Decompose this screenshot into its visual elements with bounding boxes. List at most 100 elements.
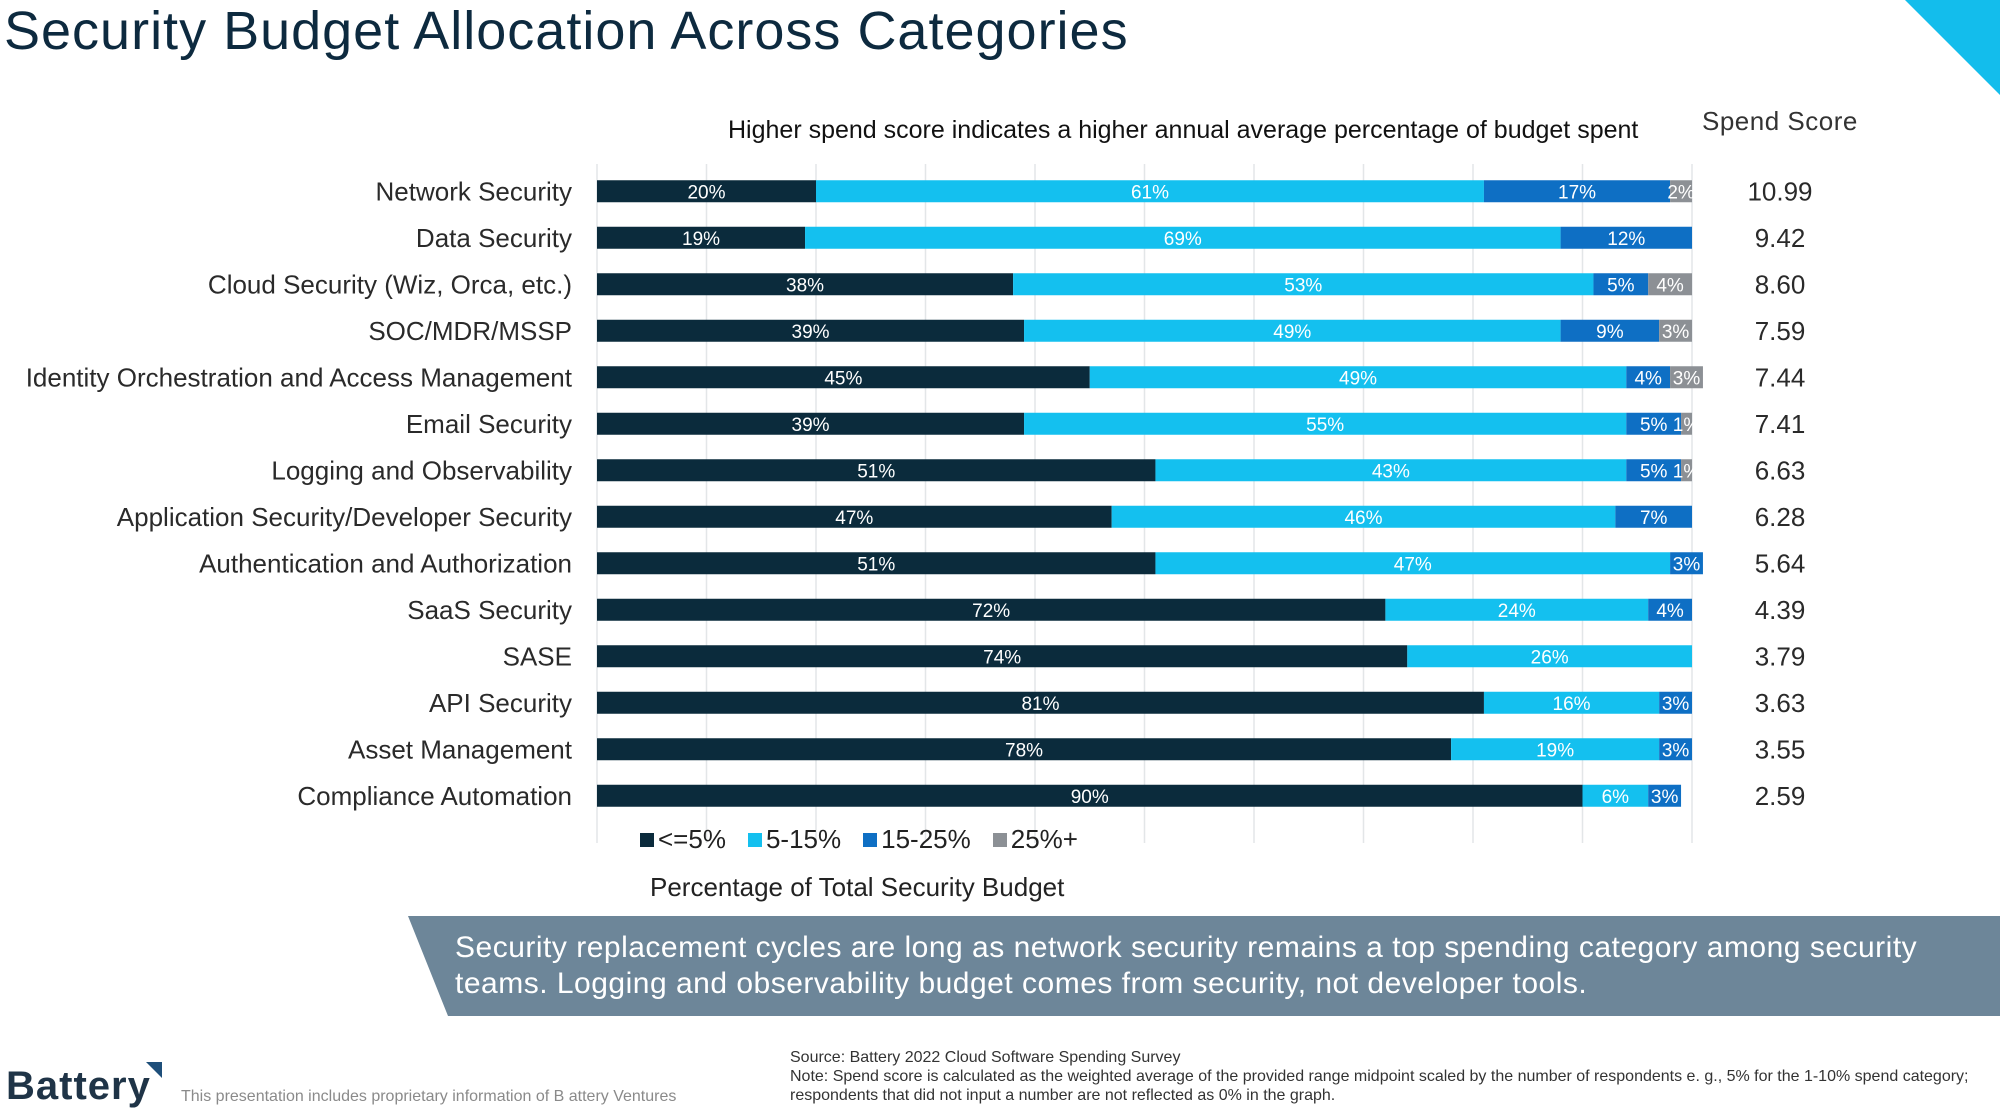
legend-label: 15-25% [881,824,971,854]
bar-segment-le5 [597,273,1014,296]
legend-item-le5: <=5% [640,824,726,855]
bar-segment-25plus [1670,366,1703,389]
spend-score-value: 3.63 [1755,688,1806,718]
spend-score-header: Spend Score [1702,106,1858,136]
spend-score-value: 6.28 [1755,502,1806,532]
bar-segment-25plus [1648,273,1692,296]
bar-segment-5to15 [1483,691,1660,714]
battery-logo: Battery [6,1064,151,1108]
segment-value-label: 47% [1394,554,1432,575]
bar-segment-le5 [597,180,816,203]
segment-value-label: 90% [1071,787,1109,808]
category-label: Email Security [406,409,572,439]
segment-value-label: 4% [1634,368,1662,389]
segment-value-label: 1% [1673,461,1701,482]
segment-value-label: 45% [824,368,862,389]
bar-segment-le5 [597,691,1484,714]
segment-value-label: 3% [1662,322,1690,343]
legend-item-15-25: 15-25% [863,824,971,855]
segment-value-label: 51% [857,461,895,482]
bar-segment-15to25 [1626,459,1682,482]
segment-value-label: 3% [1662,740,1690,761]
legend-swatch [992,832,1007,847]
legend-item-25plus: 25%+ [992,824,1078,855]
source-notes: Source: Battery 2022 Cloud Software Spen… [790,1048,1990,1105]
segment-value-label: 74% [983,647,1021,668]
bar-segment-25plus [1681,412,1692,435]
bar-segment-le5 [597,784,1583,807]
bar-row: Authentication and Authorization 51% 47% 3%… [199,548,1805,578]
bar-segment-le5 [597,645,1408,668]
bar-segment-5to15 [816,180,1484,203]
chart-subtitle: Higher spend score indicates a higher an… [728,116,1639,144]
segment-value-label: 24% [1498,601,1536,622]
bar-segment-5to15 [1089,366,1627,389]
category-label: SOC/MDR/MSSP [368,316,572,346]
takeaway-banner [408,916,2000,1016]
category-label: Network Security [376,176,573,206]
bar-segment-15to25 [1659,738,1692,761]
bar-segment-25plus [1681,459,1692,482]
spend-score-value: 8.60 [1755,269,1806,299]
proprietary-note: This presentation includes proprietary i… [181,1088,677,1105]
takeaway-text: Security replacement cycles are long as … [455,931,1918,1000]
segment-value-label: 39% [792,415,830,436]
category-label: Asset Management [348,734,573,764]
bar-segment-25plus [1659,319,1692,342]
category-label: Identity Orchestration and Access Manage… [26,362,573,392]
bar-segment-15to25 [1648,598,1692,621]
bar-segment-5to15 [1111,505,1616,528]
bar-segment-5to15 [1013,273,1594,296]
legend-swatch [863,832,878,847]
segment-value-label: 39% [792,322,830,343]
bar-segment-5to15 [1024,319,1561,342]
bar-segment-5to15 [1155,552,1671,575]
bar-segment-15to25 [1483,180,1671,203]
spend-score-value: 3.79 [1755,641,1806,671]
spend-score-value: 3.55 [1755,734,1806,764]
segment-value-label: 53% [1284,275,1322,296]
chart-legend: <=5% 5-15% 15-25% 25%+ [640,824,1078,855]
bar-row: API Security 81% 16% 3% 3.63 [429,688,1805,718]
segment-value-label: 43% [1372,461,1410,482]
segment-value-label: 81% [1021,694,1059,715]
legend-swatch [640,832,654,847]
bar-segment-le5 [597,738,1452,761]
spend-score-value: 5.64 [1755,548,1806,578]
segment-value-label: 1% [1673,415,1701,436]
bar-segment-15to25 [1648,784,1682,807]
bar-segment-5to15 [1451,738,1660,761]
segment-value-label: 49% [1273,322,1311,343]
bar-row: SaaS Security 72% 24% 4% 4.39 [407,595,1805,625]
category-label: Data Security [416,223,572,253]
legend-label: 25%+ [1010,824,1078,854]
bar-segment-le5 [597,459,1156,482]
segment-value-label: 17% [1558,182,1596,203]
legend-item-5-15: 5-15% [747,824,841,855]
bar-segment-15to25 [1593,273,1649,296]
bar-segment-le5 [597,366,1090,389]
category-label: SaaS Security [407,595,572,625]
segment-value-label: 2% [1667,182,1695,203]
spend-score-value: 6.63 [1755,455,1806,485]
spend-score-value: 2.59 [1755,781,1806,811]
segment-value-label: 3% [1662,694,1690,715]
segment-value-label: 3% [1673,554,1701,575]
bar-segment-5to15 [1155,459,1627,482]
bar-row: SOC/MDR/MSSP 39% 49% 9% 3% 7.59 [368,316,1805,346]
corner-accent-triangle [1905,0,2000,95]
segment-value-label: 16% [1553,694,1591,715]
bar-segment-15to25 [1560,226,1692,249]
spend-score-value: 7.44 [1755,362,1806,392]
spend-score-value: 4.39 [1755,595,1806,625]
segment-value-label: 19% [1536,740,1574,761]
segment-value-label: 51% [857,554,895,575]
bar-segment-le5 [597,505,1112,528]
segment-value-label: 20% [687,182,725,203]
source-line: Source: Battery 2022 Cloud Software Spen… [790,1049,1181,1066]
bar-segment-le5 [597,319,1025,342]
category-label: Application Security/Developer Security [117,502,572,532]
bar-row: Asset Management 78% 19% 3% 3.55 [348,734,1805,764]
segment-value-label: 72% [972,601,1010,622]
bar-segment-15to25 [1560,319,1660,342]
